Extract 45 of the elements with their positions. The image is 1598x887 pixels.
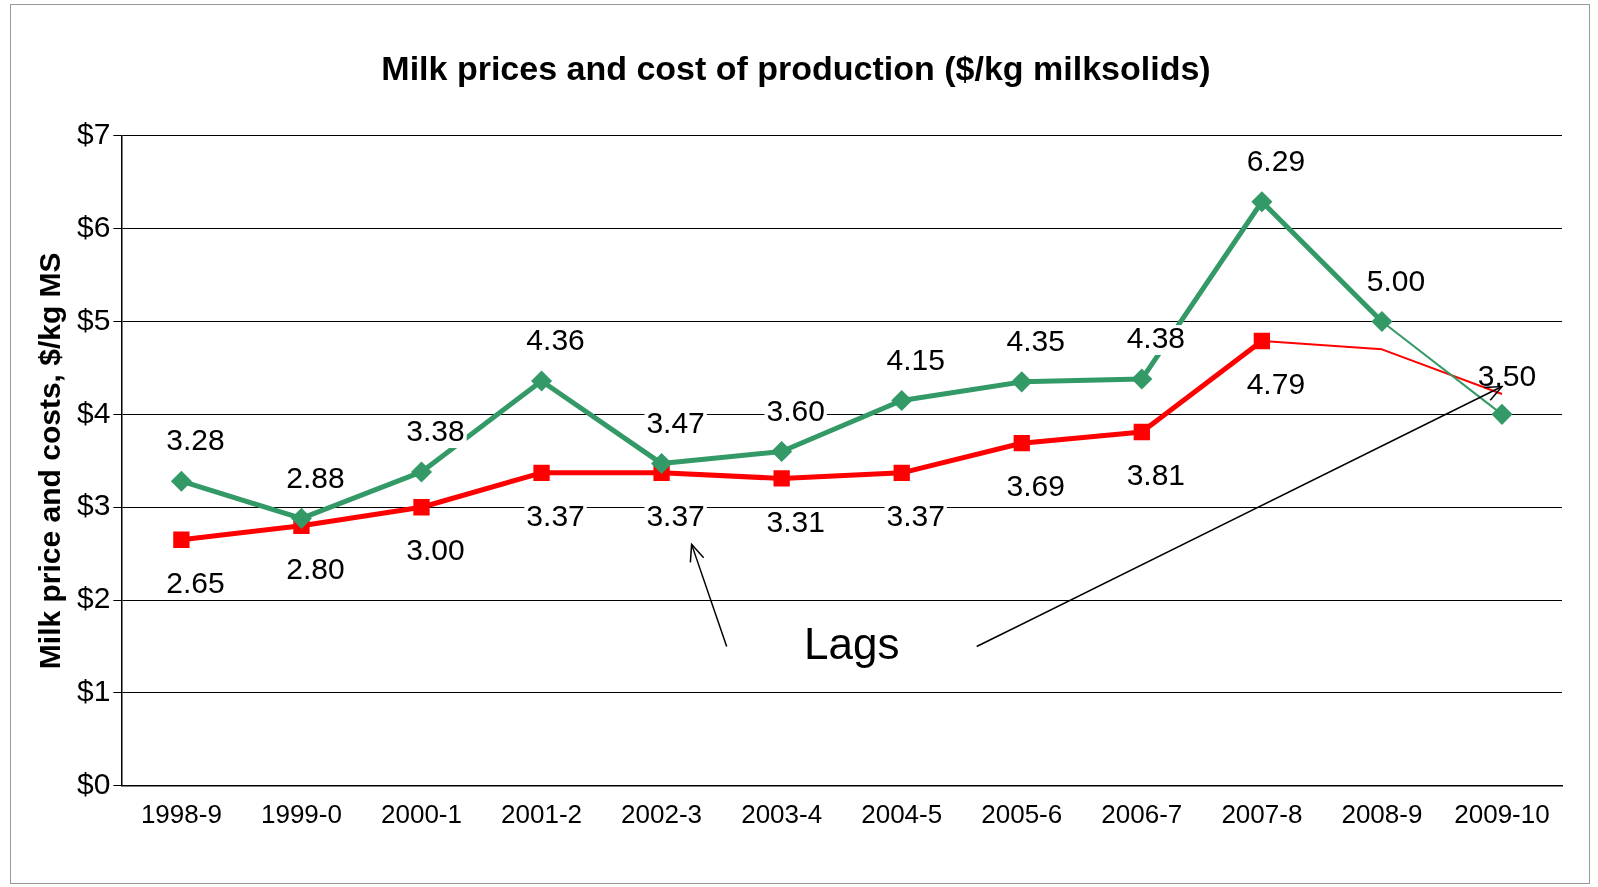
y-tick-label: $6 [76, 209, 111, 243]
x-tick-label: 2008-9 [1341, 798, 1423, 829]
x-tick-label: 2003-4 [741, 798, 823, 829]
y-tick-label: $1 [76, 674, 111, 708]
y-tick-label: $7 [76, 117, 111, 151]
data-label: 4.38 [1126, 321, 1186, 355]
data-label: 3.31 [766, 504, 825, 538]
x-tick-label: 1998-9 [140, 798, 222, 829]
data-label: 3.69 [1006, 469, 1065, 503]
data-label: 3.60 [766, 393, 825, 427]
data-label: 4.36 [526, 323, 585, 357]
x-tick-label: 2004-5 [861, 798, 943, 829]
data-label: 3.00 [406, 533, 465, 567]
data-label: 3.47 [646, 405, 705, 439]
data-label: 4.15 [886, 342, 945, 376]
x-tick-label: 2009-10 [1454, 798, 1550, 829]
data-label: 3.37 [886, 499, 945, 533]
data-label: 2.88 [286, 460, 345, 494]
data-label: 4.35 [1006, 324, 1065, 358]
annotation: 3.50 [1477, 358, 1537, 392]
y-tick-label: $0 [76, 767, 111, 801]
x-tick-label: 1999-0 [260, 798, 342, 829]
data-label: 2.65 [166, 565, 225, 599]
data-label: 6.29 [1246, 143, 1306, 177]
y-tick-label: $3 [76, 488, 111, 522]
x-tick-label: 2005-6 [981, 798, 1063, 829]
x-tick-label: 2007-8 [1221, 798, 1303, 829]
x-tick-label: 2002-3 [621, 798, 703, 829]
annotation: Lags [803, 618, 900, 668]
data-label: 3.81 [1126, 458, 1186, 492]
data-label: 3.37 [526, 499, 585, 533]
y-tick-label: $5 [76, 302, 111, 336]
y-tick-label: $4 [76, 395, 111, 429]
data-label: 2.80 [286, 552, 345, 586]
chart-title: Milk prices and cost of production ($/kg milksolids) [381, 48, 1211, 87]
x-tick-label: 2001-2 [501, 798, 583, 829]
data-label: 3.37 [646, 499, 705, 533]
data-label: 4.79 [1246, 367, 1306, 401]
data-label: 3.28 [166, 423, 225, 457]
data-label: 5.00 [1366, 263, 1426, 297]
y-tick-label: $2 [76, 581, 111, 615]
data-label: 3.38 [406, 414, 465, 448]
x-tick-label: 2000-1 [381, 798, 462, 829]
y-axis-title: Milk price and costs, $/kg MS [33, 252, 67, 670]
x-tick-label: 2006-7 [1101, 798, 1183, 829]
